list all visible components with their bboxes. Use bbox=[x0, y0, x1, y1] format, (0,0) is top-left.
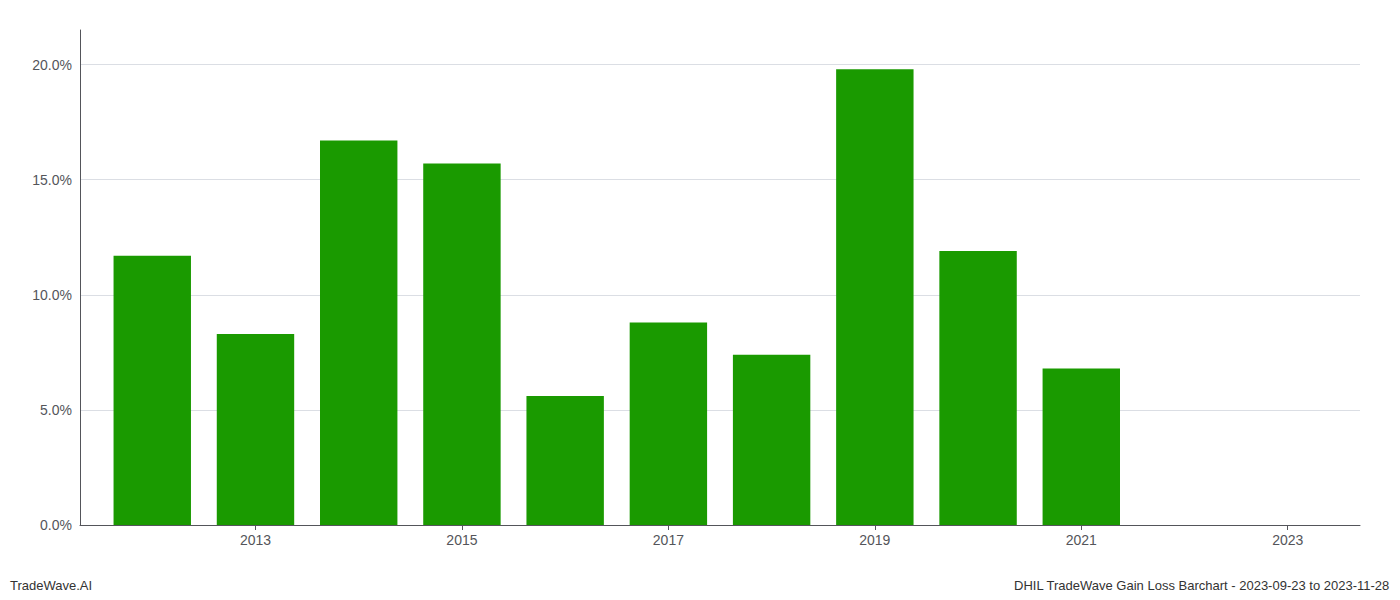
svg-text:5.0%: 5.0% bbox=[40, 402, 72, 418]
svg-text:2015: 2015 bbox=[446, 532, 477, 548]
svg-text:15.0%: 15.0% bbox=[32, 172, 72, 188]
svg-text:2023: 2023 bbox=[1272, 532, 1303, 548]
svg-text:2019: 2019 bbox=[859, 532, 890, 548]
svg-text:2021: 2021 bbox=[1066, 532, 1097, 548]
svg-text:2013: 2013 bbox=[240, 532, 271, 548]
svg-text:2017: 2017 bbox=[653, 532, 684, 548]
svg-text:10.0%: 10.0% bbox=[32, 287, 72, 303]
svg-text:0.0%: 0.0% bbox=[40, 517, 72, 533]
svg-text:TradeWave.AI: TradeWave.AI bbox=[10, 578, 92, 593]
svg-text:DHIL TradeWave Gain Loss Barch: DHIL TradeWave Gain Loss Barchart - 2023… bbox=[1014, 578, 1389, 593]
svg-text:20.0%: 20.0% bbox=[32, 57, 72, 73]
